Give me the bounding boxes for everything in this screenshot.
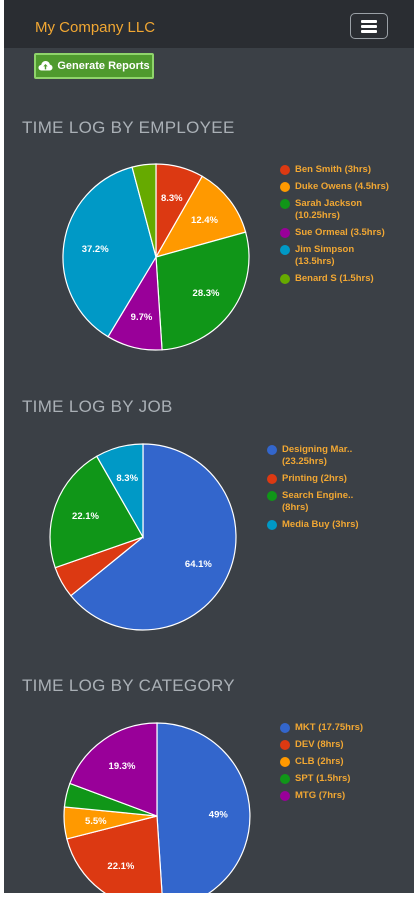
slice-label: 9.7% (131, 312, 153, 323)
legend-label: Benard S (1.5hrs) (295, 273, 374, 284)
legend-item[interactable]: MKT (17.75hrs) (280, 722, 363, 734)
pie-slice-benard-s[interactable] (131, 163, 157, 258)
generate-reports-label: Generate Reports (57, 60, 150, 72)
legend-label: DEV (8hrs) (295, 739, 344, 750)
legend-label: Sue Ormeal (3.5hrs) (295, 227, 385, 238)
legend-label: Ben Smith (3hrs) (295, 164, 372, 175)
legend-item[interactable]: DEV (8hrs) (280, 739, 363, 751)
slice-label: 19.3% (109, 761, 136, 772)
legend-swatch (280, 274, 290, 284)
employee-legend: Ben Smith (3hrs) Duke Owens (4.5hrs) Sarah… (280, 164, 395, 290)
slice-label: 64.1% (185, 559, 212, 570)
slice-label: 8.3% (116, 473, 138, 484)
slice-label: 49% (209, 810, 229, 821)
chart-title-employee: TIME LOG BY EMPLOYEE (22, 118, 235, 137)
legend-label: Sarah Jackson (10.25hrs) (295, 198, 363, 221)
legend-label: Duke Owens (4.5hrs) (295, 181, 389, 192)
legend-swatch (280, 228, 290, 238)
app-frame: My Company LLC Generate Reports TIME LOG… (4, 0, 414, 893)
slice-label: 22.1% (107, 861, 134, 872)
legend-item[interactable]: Sue Ormeal (3.5hrs) (280, 227, 395, 239)
generate-reports-button[interactable]: Generate Reports (34, 53, 154, 79)
legend-label: Printing (2hrs) (282, 473, 347, 484)
legend-label: Media Buy (3hrs) (282, 519, 359, 530)
chart-title-job: TIME LOG BY JOB (22, 397, 173, 416)
legend-item[interactable]: Designing Mar.. (23.25hrs) (267, 444, 382, 468)
legend-swatch (280, 757, 290, 767)
pie-slice-designing-mar[interactable] (69, 443, 237, 631)
legend-swatch (267, 445, 277, 455)
category-pie-chart[interactable]: 49% 22.1% 5.5% 19.3% (61, 720, 253, 893)
legend-item[interactable]: Jim Simpson (13.5hrs) (280, 244, 395, 268)
pie-slice-mtg[interactable] (69, 722, 158, 817)
pie-slice-mkt[interactable] (156, 722, 251, 893)
legend-swatch (280, 723, 290, 733)
pie-slice-media-buy[interactable] (95, 443, 144, 540)
slice-label: 22.1% (72, 511, 99, 522)
legend-swatch (280, 245, 290, 255)
legend-swatch (267, 474, 277, 484)
pie-slice-dev[interactable] (66, 815, 163, 893)
category-legend: MKT (17.75hrs) DEV (8hrs) CLB (2hrs) SPT (1… (280, 722, 363, 807)
legend-item[interactable]: Media Buy (3hrs) (267, 519, 382, 531)
legend-swatch (280, 182, 290, 192)
slice-label: 12.4% (191, 215, 218, 226)
slice-label: 8.3% (161, 193, 183, 204)
legend-swatch (280, 740, 290, 750)
legend-label: MKT (17.75hrs) (295, 722, 364, 733)
brand-title[interactable]: My Company LLC (35, 19, 156, 36)
legend-swatch (280, 199, 290, 209)
legend-swatch (280, 774, 290, 784)
hamburger-menu-icon[interactable] (350, 13, 388, 39)
legend-item[interactable]: Duke Owens (4.5hrs) (280, 181, 395, 193)
legend-item[interactable]: MTG (7hrs) (280, 790, 363, 802)
legend-item[interactable]: Printing (2hrs) (267, 473, 382, 485)
legend-label: SPT (1.5hrs) (295, 773, 351, 784)
legend-item[interactable]: CLB (2hrs) (280, 756, 363, 768)
legend-item[interactable]: SPT (1.5hrs) (280, 773, 363, 785)
legend-item[interactable]: Sarah Jackson (10.25hrs) (280, 198, 395, 222)
legend-label: CLB (2hrs) (295, 756, 344, 767)
slice-label: 5.5% (85, 816, 107, 827)
navbar: My Company LLC (4, 0, 414, 48)
employee-pie-chart[interactable]: 8.3% 12.4% 28.3% 9.7% 37.2% (60, 161, 252, 353)
pie-slice-search-engine[interactable] (49, 455, 144, 569)
legend-swatch (267, 520, 277, 530)
slice-label: 37.2% (82, 244, 109, 255)
legend-item[interactable]: Benard S (1.5hrs) (280, 273, 395, 285)
legend-swatch (280, 791, 290, 801)
legend-item[interactable]: Ben Smith (3hrs) (280, 164, 395, 176)
legend-label: MTG (7hrs) (295, 790, 346, 801)
chart-title-category: TIME LOG BY CATEGORY (22, 676, 235, 695)
pie-slice-sarah-jackson[interactable] (155, 231, 250, 351)
slice-label: 28.3% (193, 288, 220, 299)
legend-label: Jim Simpson (13.5hrs) (295, 244, 355, 267)
legend-swatch (267, 491, 277, 501)
legend-swatch (280, 165, 290, 175)
cloud-upload-icon (38, 61, 53, 71)
job-pie-chart[interactable]: 64.1% 22.1% 8.3% (47, 441, 239, 633)
legend-label: Search Engine.. (8hrs) (282, 490, 354, 513)
job-legend: Designing Mar.. (23.25hrs) Printing (2hrs… (267, 444, 382, 536)
pie-slice-jim-simpson[interactable] (62, 166, 157, 338)
legend-item[interactable]: Search Engine.. (8hrs) (267, 490, 382, 514)
legend-label: Designing Mar.. (23.25hrs) (282, 444, 353, 467)
pie-slice-duke-owens[interactable] (154, 175, 247, 258)
